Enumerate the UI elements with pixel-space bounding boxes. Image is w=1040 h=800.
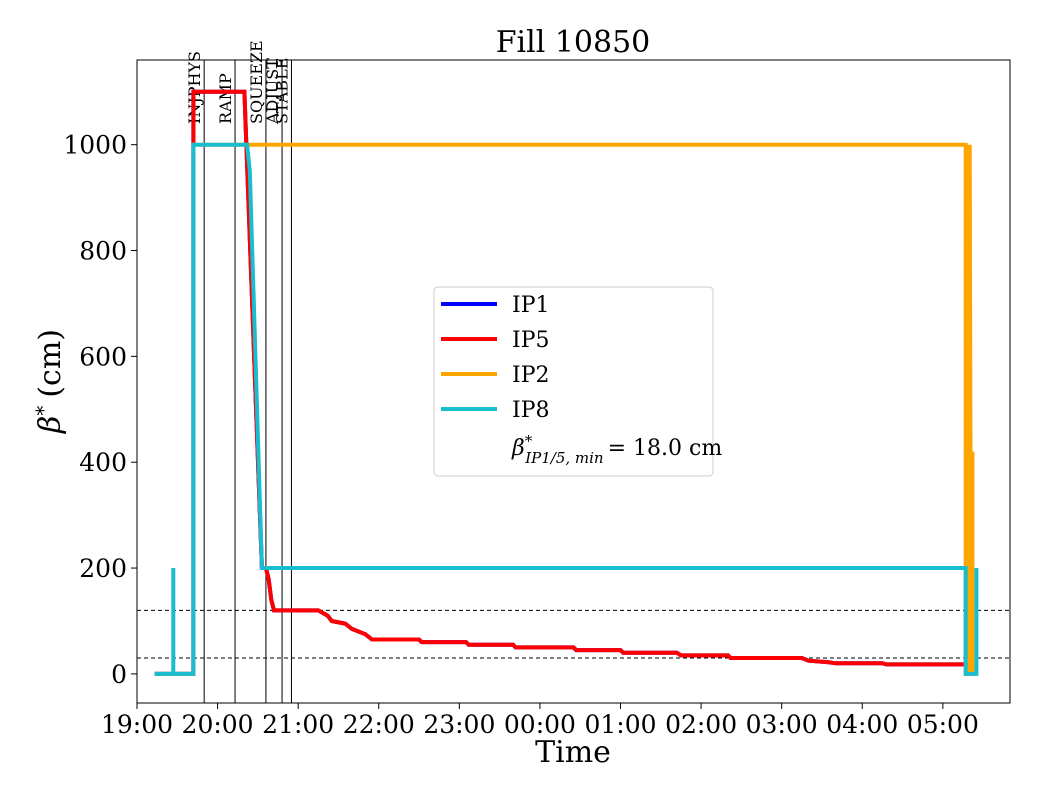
phase-label: RAMP <box>216 73 235 124</box>
phase-label: SQUEEZE <box>247 40 266 124</box>
y-axis-label-unit: (cm) <box>33 329 68 398</box>
legend-beta-sup: * <box>525 432 533 450</box>
x-axis-label: Time <box>535 735 611 770</box>
y-tick-label: 1000 <box>63 131 127 160</box>
reference-lines <box>137 609 1010 659</box>
x-tick-label: 19:00 <box>101 710 173 739</box>
x-tick-label: 23:00 <box>423 710 495 739</box>
x-tick-label: 02:00 <box>665 710 737 739</box>
legend-beta-min: β* IP1/5, min = 18.0 cm <box>511 432 722 467</box>
y-tick-label: 800 <box>79 237 127 266</box>
legend-beta-sub: IP1/5, min <box>524 449 603 467</box>
legend-label-ip2: IP2 <box>512 363 550 388</box>
series-line-ip8 <box>154 142 979 676</box>
plot-frame <box>136 59 1011 704</box>
y-tick-label: 600 <box>79 342 127 371</box>
legend-box <box>433 286 714 477</box>
legend-beta-symbol: β <box>511 436 525 461</box>
y-axis-label-symbol: β <box>33 416 68 434</box>
x-tick-label: 04:00 <box>826 710 898 739</box>
legend-label-ip1: IP1 <box>512 293 550 318</box>
y-ticks: 0 200 400 600 800 1000 <box>63 131 137 689</box>
y-tick-label: 200 <box>79 554 127 583</box>
x-tick-label: 22:00 <box>343 710 415 739</box>
x-ticks: 19:00 20:00 21:00 22:00 23:00 00:00 01:00 02:00… <box>101 703 979 739</box>
x-tick-label: 01:00 <box>584 710 656 739</box>
x-tick-label: 05:00 <box>907 710 979 739</box>
svg-text:β*(cm): β* (cm) <box>31 329 68 434</box>
phase-label: STABLE <box>272 58 291 124</box>
x-tick-label: 20:00 <box>182 710 254 739</box>
legend: IP1 IP5 IP2 IP8 β* IP1/5, min = 18.0 cm <box>433 286 722 477</box>
y-axis-label-sup: * <box>31 406 55 416</box>
x-tick-label: 21:00 <box>262 710 334 739</box>
series-line-ip5 <box>154 89 973 676</box>
y-axis-label: β* (cm) <box>31 329 68 434</box>
series-lines <box>154 89 979 676</box>
y-tick-label: 400 <box>79 448 127 477</box>
phase-label: ADJUST <box>263 58 282 125</box>
legend-beta-value: = 18.0 cm <box>608 436 723 461</box>
chart-title: Fill 10850 <box>496 25 651 60</box>
x-tick-label: 00:00 <box>504 710 576 739</box>
x-tick-label: 03:00 <box>746 710 818 739</box>
legend-label-ip5: IP5 <box>512 328 550 353</box>
phase-label: INJPHYS <box>185 51 204 124</box>
y-tick-label: 0 <box>111 660 127 689</box>
legend-label-ip8: IP8 <box>512 398 550 423</box>
